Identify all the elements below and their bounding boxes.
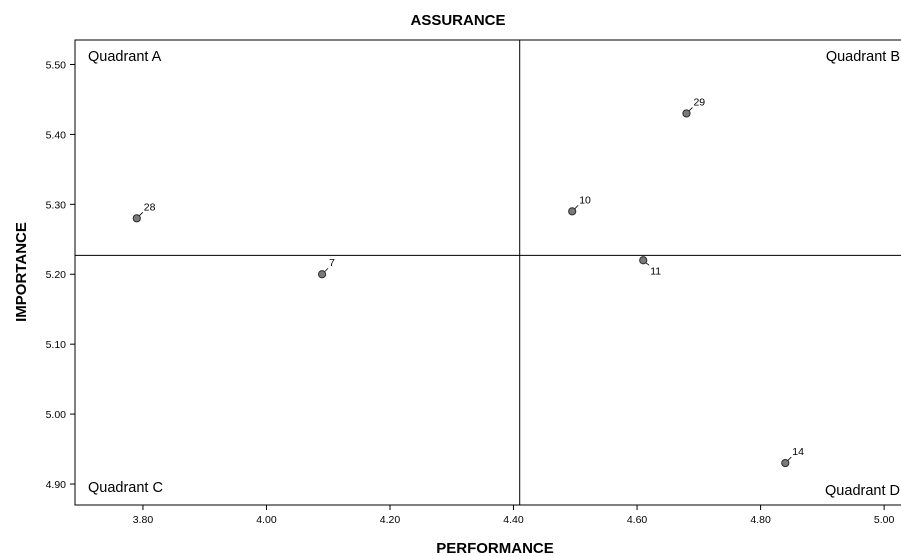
chart-marks: 3.80 4.00 4.20 4.40 4.60 4.80 5.00 5.50 5.40 5.30… bbox=[46, 40, 901, 526]
data-point-28 bbox=[132, 214, 141, 223]
plot-area bbox=[74, 39, 901, 506]
y-tick-label: 5.10 bbox=[46, 339, 67, 351]
y-tick-label: 5.30 bbox=[46, 199, 67, 211]
data-point-29 bbox=[682, 109, 691, 118]
quadrant-label-b: Quadrant B bbox=[826, 49, 900, 65]
point-label-14: 14 bbox=[792, 446, 804, 458]
y-tick-label: 5.00 bbox=[46, 409, 67, 421]
x-tick-label: 4.40 bbox=[503, 514, 524, 526]
y-tick-label: 4.90 bbox=[46, 479, 67, 491]
x-tick-label: 5.00 bbox=[874, 514, 895, 526]
y-tick-label: 5.40 bbox=[46, 129, 67, 141]
data-point-10 bbox=[568, 207, 577, 216]
y-tick-label: 5.50 bbox=[46, 59, 67, 71]
x-tick-label: 4.20 bbox=[380, 514, 401, 526]
data-point-14 bbox=[781, 458, 790, 468]
data-point-7 bbox=[317, 270, 327, 279]
point-label-28: 28 bbox=[144, 201, 156, 213]
y-tick-label: 5.20 bbox=[46, 269, 67, 281]
x-tick-label: 4.80 bbox=[750, 514, 771, 526]
x-tick-label: 4.00 bbox=[256, 514, 277, 526]
y-axis-label: IMPORTANCE bbox=[13, 222, 30, 322]
x-tick-label: 3.80 bbox=[133, 514, 154, 526]
point-label-7: 7 bbox=[329, 257, 335, 269]
point-label-29: 29 bbox=[693, 96, 705, 108]
quadrant-label-a: Quadrant A bbox=[88, 49, 162, 65]
point-label-11: 11 bbox=[650, 265, 661, 277]
x-tick-label: 4.60 bbox=[627, 514, 648, 526]
point-label-10: 10 bbox=[579, 194, 591, 206]
data-point-11 bbox=[639, 256, 648, 265]
x-axis-label: PERFORMANCE bbox=[436, 540, 554, 556]
chart-title: ASSURANCE bbox=[410, 12, 505, 29]
quadrant-label-c: Quadrant C bbox=[88, 480, 163, 496]
quadrant-label-d: Quadrant D bbox=[825, 483, 900, 499]
